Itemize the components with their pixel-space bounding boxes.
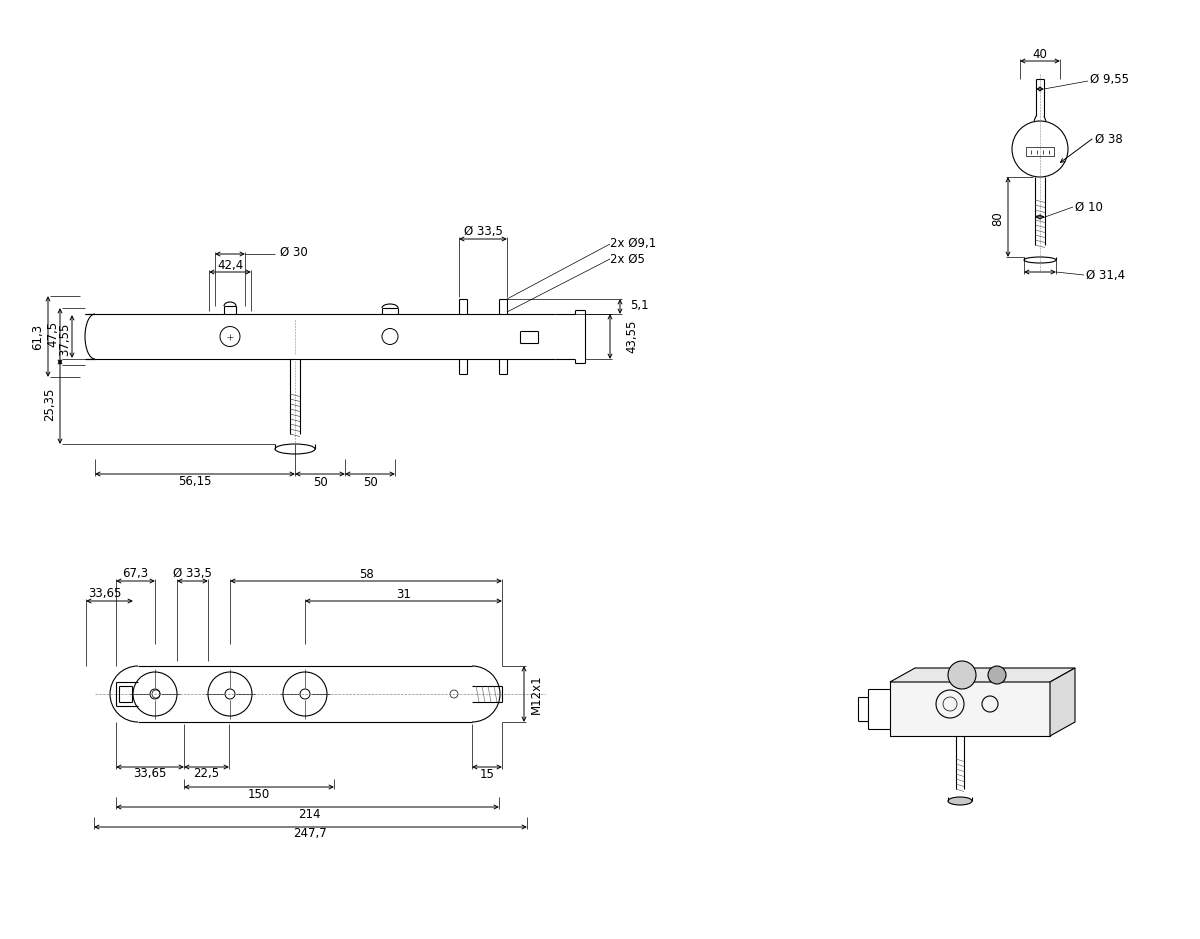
Text: 247,7: 247,7 <box>294 827 328 840</box>
Text: 37,55: 37,55 <box>59 323 72 356</box>
Text: 150: 150 <box>248 788 270 801</box>
Text: 58: 58 <box>359 567 373 580</box>
Text: Ø 30: Ø 30 <box>280 245 307 258</box>
Text: Ø 9,55: Ø 9,55 <box>1090 72 1129 85</box>
Text: Ø 33,5: Ø 33,5 <box>463 225 503 239</box>
Text: 47,5: 47,5 <box>47 320 60 346</box>
Text: Ø 10: Ø 10 <box>1075 201 1103 213</box>
Text: 15: 15 <box>480 767 494 780</box>
Text: 31: 31 <box>396 588 410 601</box>
Circle shape <box>948 661 976 689</box>
Text: 67,3: 67,3 <box>122 567 149 580</box>
Bar <box>1026 147 1054 156</box>
Text: 5,1: 5,1 <box>630 300 649 313</box>
Circle shape <box>988 666 1006 684</box>
Text: 2x Ø9,1: 2x Ø9,1 <box>610 238 656 251</box>
Bar <box>890 681 1050 736</box>
Polygon shape <box>890 668 1075 682</box>
Text: 33,65: 33,65 <box>133 767 167 780</box>
Text: 33,65: 33,65 <box>88 588 121 601</box>
Text: Ø 33,5: Ø 33,5 <box>173 567 212 580</box>
Text: M12x1: M12x1 <box>529 674 542 714</box>
Ellipse shape <box>948 797 972 805</box>
Text: Ø 38: Ø 38 <box>1096 132 1123 146</box>
Polygon shape <box>1050 668 1075 736</box>
Text: 40: 40 <box>1032 48 1048 60</box>
Text: 42,4: 42,4 <box>217 259 244 272</box>
Text: 25,35: 25,35 <box>43 387 56 421</box>
Text: 80: 80 <box>991 211 1004 226</box>
Text: 22,5: 22,5 <box>193 767 220 780</box>
Text: 2x Ø5: 2x Ø5 <box>610 253 644 266</box>
Text: Ø 31,4: Ø 31,4 <box>1086 269 1126 282</box>
Text: 61,3: 61,3 <box>31 323 44 349</box>
Text: 214: 214 <box>298 808 320 821</box>
Text: 56,15: 56,15 <box>179 475 211 488</box>
Text: 50: 50 <box>362 475 377 488</box>
Text: 50: 50 <box>313 475 328 488</box>
Text: 43,55: 43,55 <box>625 320 638 353</box>
